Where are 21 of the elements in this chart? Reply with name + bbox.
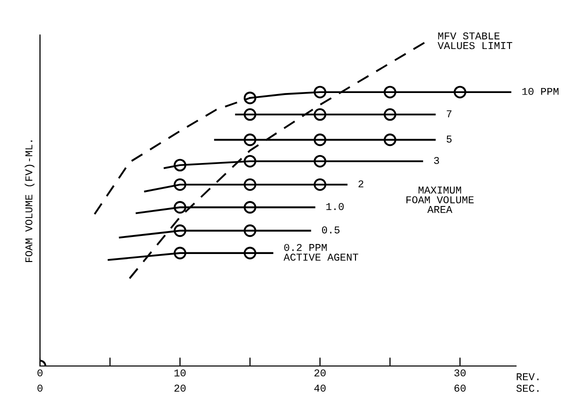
x-tick-label: 30 <box>454 369 466 376</box>
annotation: MAXIMUM FOAM VOLUME AREA <box>406 186 474 213</box>
series-label: 5 <box>446 136 452 143</box>
series-label: 10 PPM <box>522 88 558 95</box>
x-tick-label: 10 <box>174 369 186 376</box>
x-axis-title: REV. <box>516 373 538 380</box>
x-tick-label: 0 <box>38 369 42 376</box>
series-label: 2 <box>358 180 364 188</box>
x2-tick-label: 40 <box>314 384 326 392</box>
series-label: 7 <box>446 110 452 118</box>
x2-tick-label: 60 <box>454 384 466 392</box>
x2-tick-label: 0 <box>38 384 42 392</box>
y-axis-title: FOAM VOLUME (FV)-ML. <box>24 140 34 262</box>
series-label: 0.2 PPM ACTIVE AGENT <box>284 244 358 261</box>
series-label: MFV STABLE VALUES LIMIT <box>438 32 512 50</box>
x2-tick-label: 20 <box>174 384 186 392</box>
series-label: 0.5 <box>322 226 340 234</box>
x2-axis-title: SEC. <box>516 384 538 392</box>
series-label: 1.0 <box>326 203 344 210</box>
x-tick-label: 20 <box>314 369 326 376</box>
series-label: 3 <box>434 156 439 164</box>
